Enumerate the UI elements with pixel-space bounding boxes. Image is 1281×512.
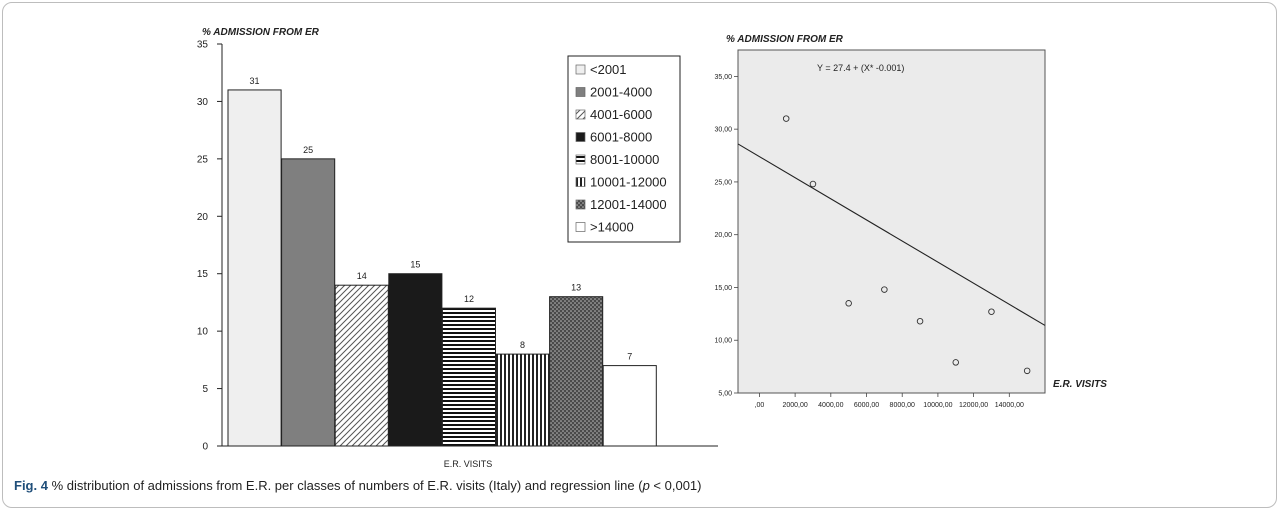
scatter-x-tick-label: 6000,00: [854, 402, 879, 409]
bar-data-label: 31: [250, 76, 260, 86]
bar-x-axis-label: E.R. VISITS: [444, 459, 493, 469]
scatter-x-tick-label: ,00: [755, 402, 765, 409]
bar-7: [549, 296, 604, 447]
bar-4: [388, 273, 443, 447]
legend-entry: 6001-8000: [590, 130, 652, 145]
scatter-point: [782, 115, 790, 122]
bar-y-tick-label: 20: [197, 212, 209, 223]
regression-line: [737, 143, 1046, 326]
bar-data-label: 25: [303, 145, 313, 155]
scatter-point: [952, 359, 960, 366]
bar-y-tick-label: 30: [197, 97, 209, 108]
legend-swatch: [575, 109, 586, 120]
scatter-y-tick-label: 35,00: [714, 74, 732, 81]
figure-label: Fig. 4: [14, 478, 48, 493]
scatter-chart: % ADMISSION FROM ER 5,00 10,00 15,00 20,00 2…: [714, 34, 1107, 409]
bar-3: [334, 284, 389, 447]
bar-6: [495, 353, 550, 447]
bar-y-tick-label: 35: [197, 40, 209, 51]
bar-y-tick-label: 10: [197, 327, 209, 338]
regression-equation: Y = 27.4 + (X* -0.001): [817, 63, 904, 73]
legend-entry: 12001-14000: [590, 197, 667, 212]
scatter-x-tick-label: 4000,00: [818, 402, 843, 409]
scatter-y-tick-label: 30,00: [714, 127, 732, 134]
scatter-y-axis-ticks: 5,00 10,00 15,00 20,00 25,00 30,00 35,00: [714, 74, 738, 398]
scatter-point: [1023, 367, 1031, 375]
scatter-x-tick-label: 10000,00: [923, 402, 952, 409]
bar-data-labels: 31 25 14 15 12 8 13 7: [250, 76, 633, 362]
scatter-point: [809, 180, 817, 188]
bar-5: [441, 307, 496, 447]
legend-entry: 4001-6000: [590, 107, 652, 122]
bar-1: [227, 89, 282, 447]
bar-data-label: 7: [627, 352, 632, 362]
legend-swatch: [575, 199, 586, 210]
legend-entry: <2001: [590, 62, 627, 77]
scatter-x-axis-label: E.R. VISITS: [1053, 379, 1107, 390]
bar-chart: % ADMISSION FROM ER 0 5 10 15 20 25 30 35 31 25 1…: [197, 27, 718, 469]
bar-y-tick-label: 5: [202, 384, 208, 395]
scatter-point: [988, 308, 995, 315]
legend-items: <2001 2001-4000 4001-6000 6001-8000 8001-100…: [575, 62, 667, 235]
bar-data-label: 12: [464, 294, 474, 304]
bar-2: [281, 158, 336, 447]
bar-data-label: 15: [410, 260, 420, 270]
scatter-y-tick-label: 10,00: [714, 338, 732, 345]
legend-box: [567, 55, 681, 243]
bar-chart-title: % ADMISSION FROM ER: [202, 27, 320, 38]
scatter-plot-area: [737, 49, 1046, 394]
scatter-x-axis-ticks: ,00 2000,00 4000,00 6000,00 8000,00 10000,00 1…: [755, 393, 1024, 409]
legend-swatch: [575, 177, 586, 187]
caption-text: % distribution of admissions from E.R. p…: [47, 478, 643, 493]
bar-y-tick-label: 25: [197, 154, 209, 165]
bar-y-tick-label: 0: [202, 442, 208, 453]
bar-y-tick-label: 15: [197, 269, 209, 280]
bar-data-label: 13: [571, 283, 581, 293]
scatter-x-tick-label: 8000,00: [890, 402, 915, 409]
scatter-x-tick-label: 2000,00: [782, 402, 807, 409]
caption-text-end: < 0,001): [649, 478, 702, 493]
scatter-x-tick-label: 12000,00: [959, 402, 988, 409]
legend-swatch: [575, 87, 586, 97]
legend-entry: 10001-12000: [590, 175, 667, 190]
bar-data-label: 8: [520, 340, 525, 350]
legend-entry: >14000: [590, 220, 634, 235]
scatter-y-tick-label: 20,00: [714, 232, 732, 239]
bar-series: [227, 89, 657, 447]
legend-swatch: [575, 154, 586, 165]
scatter-point: [916, 317, 924, 325]
scatter-points: [782, 115, 1031, 375]
legend-swatch: [575, 64, 586, 75]
scatter-x-tick-label: 14000,00: [995, 402, 1024, 409]
bar-8: [602, 365, 657, 447]
scatter-point: [845, 300, 852, 307]
scatter-chart-title: % ADMISSION FROM ER: [726, 34, 844, 45]
bar-data-label: 14: [357, 271, 367, 281]
caption-p-symbol: p: [642, 478, 650, 493]
bar-y-axis-ticks: 0 5 10 15 20 25 30 35: [197, 40, 222, 453]
legend-swatch: [575, 132, 586, 142]
legend-swatch: [575, 222, 586, 232]
scatter-y-tick-label: 5,00: [718, 391, 732, 398]
figure-caption: Fig. 4 % distribution of admissions from…: [14, 478, 702, 493]
legend-entry: 2001-4000: [590, 85, 652, 100]
scatter-y-tick-label: 25,00: [714, 179, 732, 186]
scatter-y-tick-label: 15,00: [714, 285, 732, 292]
scatter-point: [881, 286, 888, 293]
bar-legend: <2001 2001-4000 4001-6000 6001-8000 8001-100…: [567, 55, 681, 243]
legend-entry: 8001-10000: [590, 152, 659, 167]
